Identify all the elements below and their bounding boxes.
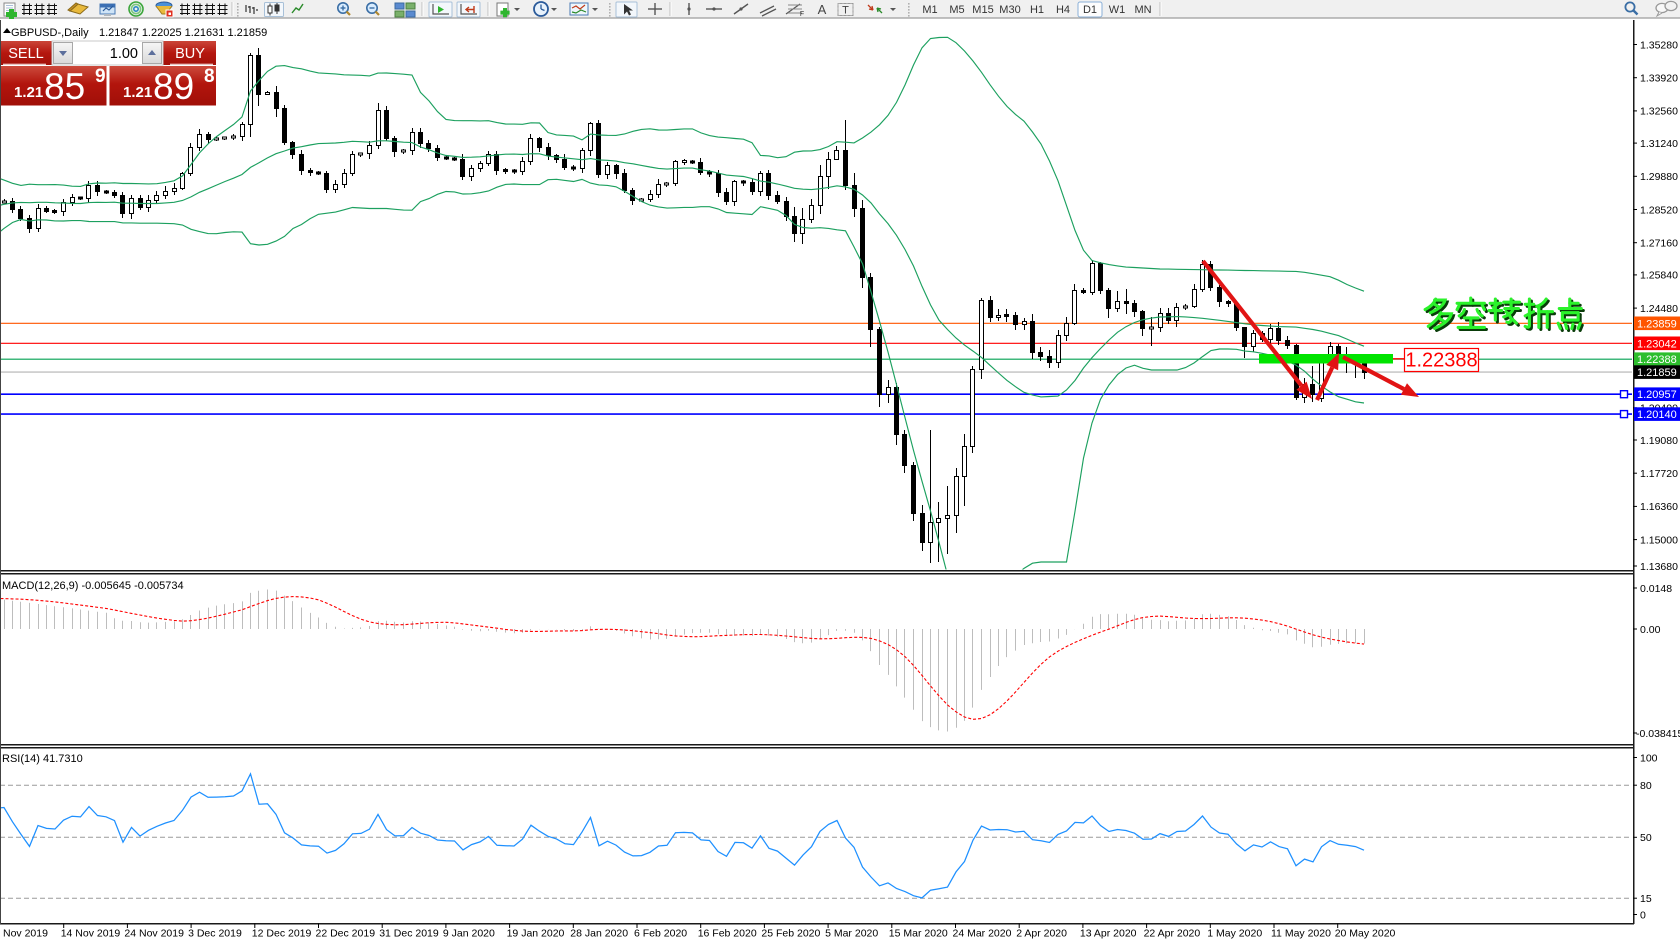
svg-text:12 Dec 2019: 12 Dec 2019 xyxy=(252,928,312,940)
svg-text:16 Feb 2020: 16 Feb 2020 xyxy=(698,928,757,940)
svg-text:0.00: 0.00 xyxy=(1640,624,1661,636)
svg-text:M5: M5 xyxy=(949,4,964,16)
svg-text:T: T xyxy=(842,5,849,17)
svg-text:W1: W1 xyxy=(1109,4,1126,16)
svg-text:11 May 2020: 11 May 2020 xyxy=(1271,928,1331,940)
svg-text:Nov 2019: Nov 2019 xyxy=(3,928,48,940)
svg-text:1.35280: 1.35280 xyxy=(1640,39,1678,51)
svg-text:15: 15 xyxy=(1640,893,1652,905)
svg-text:6 Feb 2020: 6 Feb 2020 xyxy=(634,928,687,940)
svg-text:F: F xyxy=(800,11,804,18)
svg-text:1.32560: 1.32560 xyxy=(1640,106,1678,118)
svg-text:0.0148: 0.0148 xyxy=(1640,583,1672,595)
svg-text:M1: M1 xyxy=(922,4,937,16)
svg-text:22 Apr 2020: 22 Apr 2020 xyxy=(1144,928,1201,940)
svg-text:1.20140: 1.20140 xyxy=(1637,409,1677,421)
svg-text:1.21847 1.22025 1.21631 1.2185: 1.21847 1.22025 1.21631 1.21859 xyxy=(99,27,267,39)
svg-text:5 Mar 2020: 5 Mar 2020 xyxy=(825,928,878,940)
svg-text:25 Feb 2020: 25 Feb 2020 xyxy=(761,928,820,940)
svg-text:1.33920: 1.33920 xyxy=(1640,73,1678,85)
svg-text:9 Jan 2020: 9 Jan 2020 xyxy=(443,928,495,940)
svg-text:1.17720: 1.17720 xyxy=(1640,468,1678,480)
svg-text:-0.038415: -0.038415 xyxy=(1636,728,1680,740)
svg-text:BUY: BUY xyxy=(175,46,205,62)
svg-text:1.22388: 1.22388 xyxy=(1405,350,1477,372)
svg-text:3 Dec 2019: 3 Dec 2019 xyxy=(188,928,242,940)
svg-text:GBPUSD-,Daily: GBPUSD-,Daily xyxy=(11,27,89,39)
svg-text:15 Mar 2020: 15 Mar 2020 xyxy=(889,928,948,940)
svg-text:1.21: 1.21 xyxy=(14,84,43,101)
svg-text:1.24480: 1.24480 xyxy=(1640,303,1678,315)
svg-text:MN: MN xyxy=(1134,4,1151,16)
svg-text:1.27160: 1.27160 xyxy=(1640,238,1678,250)
svg-text:19 Jan 2020: 19 Jan 2020 xyxy=(507,928,565,940)
svg-text:1.21: 1.21 xyxy=(123,84,152,101)
svg-text:D1: D1 xyxy=(1083,4,1097,16)
svg-text:100: 100 xyxy=(1640,752,1658,764)
svg-text:9: 9 xyxy=(95,66,106,87)
svg-text:A: A xyxy=(818,2,827,17)
svg-text:1.31240: 1.31240 xyxy=(1640,138,1678,150)
svg-text:85: 85 xyxy=(44,66,85,107)
svg-text:M15: M15 xyxy=(972,4,993,16)
svg-text:24 Nov 2019: 24 Nov 2019 xyxy=(124,928,184,940)
svg-text:1.16360: 1.16360 xyxy=(1640,501,1678,513)
svg-text:1 May 2020: 1 May 2020 xyxy=(1207,928,1262,940)
svg-text:80: 80 xyxy=(1640,780,1652,792)
svg-text:50: 50 xyxy=(1640,832,1652,844)
svg-text:1.22388: 1.22388 xyxy=(1637,354,1677,366)
svg-text:SELL: SELL xyxy=(8,46,43,62)
svg-text:20 May 2020: 20 May 2020 xyxy=(1335,928,1396,940)
svg-text:MACD(12,26,9) -0.005645 -0.005: MACD(12,26,9) -0.005645 -0.005734 xyxy=(2,580,184,592)
svg-text:24 Mar 2020: 24 Mar 2020 xyxy=(953,928,1012,940)
svg-text:1.13680: 1.13680 xyxy=(1640,561,1678,573)
svg-text:M30: M30 xyxy=(999,4,1020,16)
svg-text:H4: H4 xyxy=(1056,4,1070,16)
svg-text:0: 0 xyxy=(1640,909,1646,921)
svg-text:1.21859: 1.21859 xyxy=(1637,367,1677,379)
svg-text:1.15000: 1.15000 xyxy=(1640,534,1678,546)
svg-text:1.23859: 1.23859 xyxy=(1637,318,1677,330)
svg-text:H1: H1 xyxy=(1030,4,1044,16)
svg-text:89: 89 xyxy=(153,66,194,107)
svg-text:1.25840: 1.25840 xyxy=(1640,270,1678,282)
svg-text:8: 8 xyxy=(204,66,215,87)
svg-text:1.20957: 1.20957 xyxy=(1637,389,1677,401)
svg-text:1.29880: 1.29880 xyxy=(1640,171,1678,183)
svg-text:1.23042: 1.23042 xyxy=(1637,338,1677,350)
svg-text:1.28520: 1.28520 xyxy=(1640,204,1678,216)
svg-text:31 Dec 2019: 31 Dec 2019 xyxy=(379,928,439,940)
svg-text:1.19080: 1.19080 xyxy=(1640,435,1678,447)
svg-text:14 Nov 2019: 14 Nov 2019 xyxy=(61,928,121,940)
svg-text:2 Apr 2020: 2 Apr 2020 xyxy=(1016,928,1067,940)
svg-text:28 Jan 2020: 28 Jan 2020 xyxy=(570,928,628,940)
svg-text:22 Dec 2019: 22 Dec 2019 xyxy=(316,928,376,940)
svg-text:1.00: 1.00 xyxy=(110,46,138,62)
svg-text:RSI(14) 41.7310: RSI(14) 41.7310 xyxy=(2,753,83,765)
svg-text:13 Apr 2020: 13 Apr 2020 xyxy=(1080,928,1137,940)
